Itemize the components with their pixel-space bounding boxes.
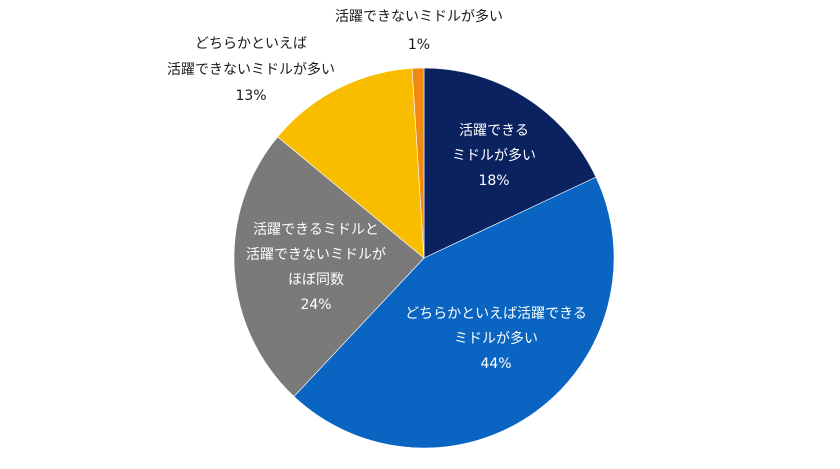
slice-category-label: ミドルが多い <box>454 330 538 347</box>
slice-value-label: 13% <box>235 88 266 104</box>
slice-category-label: 活躍できないミドルが多い <box>335 8 503 25</box>
slice-category-label: 活躍できないミドルが <box>246 247 386 263</box>
slice-category-label: どちらかといえば <box>195 36 307 52</box>
slice-label-2: どちらかといえば活躍できるミドルが多い 44% <box>405 306 587 372</box>
slice-label-1: 活躍できるミドルが多い 18% <box>452 123 536 189</box>
slice-label-4: どちらかといえば活躍できないミドルが多い 13% <box>167 36 335 104</box>
slice-value-label: 18% <box>478 173 509 189</box>
slice-value-label: 1% <box>408 37 430 53</box>
pie-slice-2 <box>293 176 615 449</box>
slice-value-label: 24% <box>300 297 331 313</box>
slice-category-label: 活躍できるミドルと <box>253 222 379 238</box>
pie-slice-5 <box>411 67 425 259</box>
pie-slice-3 <box>233 136 425 397</box>
slice-category-label: どちらかといえば活躍できる <box>405 306 587 322</box>
pie-labels: 活躍できるミドルが多い 18% どちらかといえば活躍できるミドルが多い 44% 活躍でき… <box>167 8 587 372</box>
slice-category-label: 活躍できる <box>459 123 529 139</box>
slice-value-label: 44% <box>480 356 511 372</box>
slice-category-label: ほぼ同数 <box>288 272 344 288</box>
pie-slice-4 <box>277 68 425 259</box>
slice-label-5: 活躍できないミドルが多い 1% <box>335 8 503 53</box>
slice-label-3: 活躍できるミドルと活躍できないミドルがほぼ同数 24% <box>246 222 386 313</box>
pie-slice-1 <box>423 67 597 259</box>
pie-slices <box>233 67 615 449</box>
slice-category-label: 活躍できないミドルが多い <box>167 61 335 78</box>
slice-category-label: ミドルが多い <box>452 147 536 164</box>
